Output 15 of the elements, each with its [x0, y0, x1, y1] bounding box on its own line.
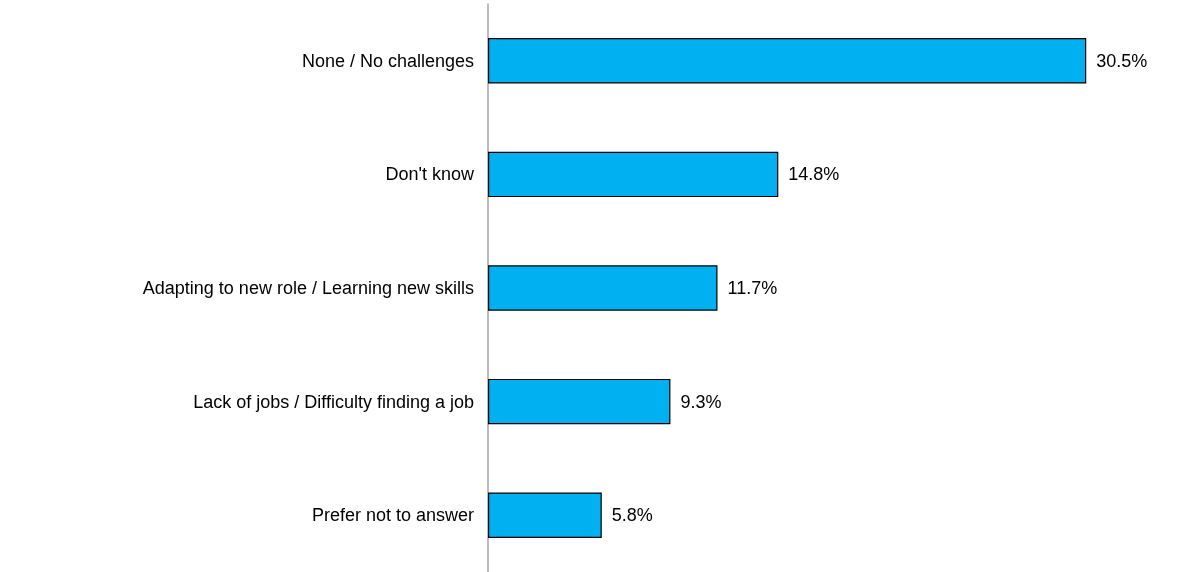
- data-label: 5.8%: [611, 505, 653, 526]
- bar: [488, 151, 779, 198]
- data-label: 11.7%: [727, 278, 778, 298]
- bar: [488, 38, 1087, 84]
- y-tick-label: Don't know: [385, 164, 475, 185]
- y-tick-label: None / No challenges: [301, 50, 474, 71]
- data-label: 14.8%: [788, 164, 840, 185]
- bar: [488, 378, 671, 425]
- data-label: 9.3%: [680, 391, 722, 412]
- bar: [488, 492, 602, 538]
- bar: [488, 265, 718, 311]
- y-tick-label: Lack of jobs / Difficulty finding a job: [193, 391, 474, 412]
- y-tick-label: Prefer not to answer: [311, 505, 474, 526]
- data-label: 30.5%: [1096, 50, 1148, 71]
- y-tick-label: Adapting to new role / Learning new skills: [142, 278, 474, 298]
